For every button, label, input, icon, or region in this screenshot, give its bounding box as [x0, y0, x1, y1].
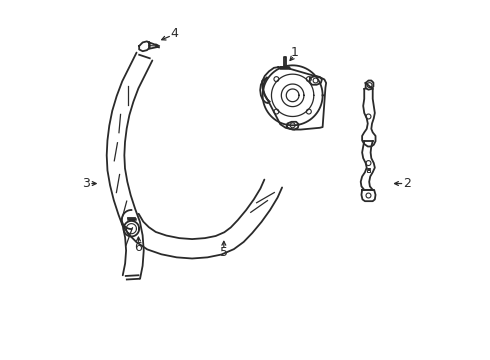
Text: 3: 3 [82, 177, 90, 190]
Text: 2: 2 [403, 177, 411, 190]
Text: 5: 5 [220, 246, 228, 259]
Bar [367, 170, 369, 172]
Text: 1: 1 [291, 46, 298, 59]
Bar [367, 168, 369, 170]
Text: 6: 6 [135, 240, 143, 253]
Text: 4: 4 [171, 27, 178, 40]
